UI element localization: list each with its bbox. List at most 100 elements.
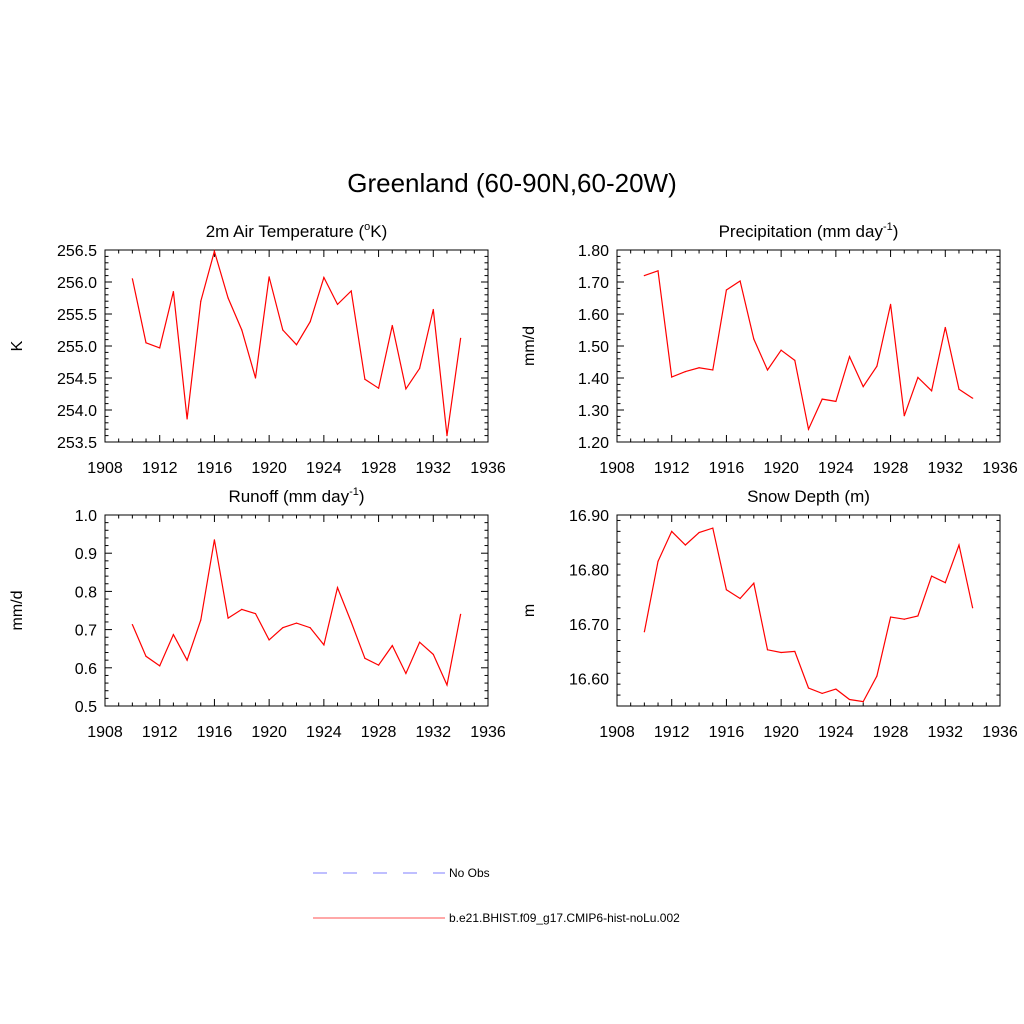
y-tick-label: 1.20: [578, 435, 609, 452]
data-point: [268, 276, 270, 278]
x-tick-label: 1908: [87, 460, 123, 477]
data-point: [657, 560, 659, 562]
x-tick-label: 1916: [709, 460, 745, 477]
data-point: [972, 607, 974, 609]
x-tick-label: 1920: [763, 460, 799, 477]
data-point: [309, 627, 311, 629]
data-point: [227, 617, 229, 619]
chart-panel-2: 1908 1912 1916 1920 1924 1928 1932 1936 1.20 1.30…: [521, 221, 1018, 477]
data-point: [350, 290, 352, 292]
y-tick-label: 1.30: [578, 403, 609, 420]
y-tick-label: 0.5: [75, 699, 97, 716]
data-point: [794, 359, 796, 361]
x-tick-label: 1912: [654, 724, 690, 741]
data-point: [848, 698, 851, 701]
data-point: [446, 684, 448, 686]
x-tick-label: 1928: [873, 460, 909, 477]
data-point: [876, 365, 878, 367]
plot-frame: [616, 249, 1001, 443]
data-point: [903, 618, 905, 620]
data-point: [862, 701, 864, 703]
x-tick-label: 1928: [873, 724, 909, 741]
series-line: [131, 249, 462, 436]
data-point: [213, 539, 216, 541]
data-point: [944, 326, 946, 329]
data-point: [419, 641, 421, 643]
data-point: [145, 655, 147, 657]
data-point: [419, 367, 421, 369]
y-tick-label: 255.5: [57, 307, 97, 324]
series-line: [643, 527, 974, 703]
data-point: [364, 378, 366, 380]
data-point: [377, 664, 380, 666]
y-tick-label: 0.9: [75, 546, 97, 563]
data-point: [460, 337, 462, 339]
panel-title: Precipitation (mm day-1): [719, 221, 899, 241]
x-tick-label: 1920: [763, 724, 799, 741]
data-point: [186, 659, 188, 661]
data-point: [712, 369, 714, 371]
data-point: [835, 400, 837, 402]
data-point: [241, 329, 243, 331]
data-point: [835, 688, 837, 690]
chart-panel-3: 1908 1912 1916 1920 1924 1928 1932 1936 0.5 0.6 0.…: [9, 486, 506, 741]
x-tick-label: 1928: [361, 724, 397, 741]
data-point: [671, 376, 673, 378]
legend: No Obs b.e21.BHIST.f09_g17.CMIP6-hist-no…: [313, 866, 680, 925]
data-point: [460, 613, 462, 615]
panel-title-tail: ): [893, 222, 899, 241]
data-point: [766, 649, 769, 651]
series-line: [644, 269, 973, 432]
data-point: [931, 390, 933, 392]
y-tick-label: 1.70: [578, 275, 609, 292]
plot-frame: [104, 249, 489, 443]
x-tick-label: 1932: [927, 724, 963, 741]
data-point: [739, 280, 741, 282]
plot-frame: [104, 514, 489, 707]
y-tick-label: 16.80: [569, 563, 609, 580]
y-tick-label: 16.90: [569, 508, 609, 525]
x-tick-label: 1920: [251, 460, 287, 477]
panel-title: Snow Depth (m): [747, 487, 870, 506]
data-point: [876, 675, 878, 677]
panel-title-tail: ): [359, 487, 365, 506]
data-point: [753, 582, 755, 584]
y-tick-label: 0.7: [75, 623, 97, 640]
y-tick-label: 0.8: [75, 584, 97, 601]
x-tick-label: 1936: [470, 460, 506, 477]
panel-title-main: 2m Air Temperature (: [206, 222, 365, 241]
x-tick-label: 1924: [818, 460, 854, 477]
data-point: [295, 622, 298, 624]
x-tick-label: 1916: [709, 724, 745, 741]
data-point: [200, 619, 202, 621]
data-point: [684, 371, 686, 373]
data-point: [725, 589, 728, 591]
legend-obs-label: No Obs: [449, 866, 490, 880]
data-point: [931, 575, 933, 577]
data-point: [958, 544, 960, 546]
data-point: [712, 527, 714, 529]
x-tick-label: 1912: [142, 724, 178, 741]
x-tick-label: 1932: [927, 460, 963, 477]
data-point: [172, 633, 174, 636]
data-point: [405, 388, 407, 390]
data-point: [282, 627, 284, 629]
y-tick-label: 1.40: [578, 371, 609, 388]
data-point: [698, 367, 700, 369]
data-point: [336, 586, 339, 589]
data-point: [254, 612, 257, 615]
chart-panel-4: 1908 1912 1916 1920 1924 1928 1932 1936 16.60 16.…: [521, 487, 1018, 741]
data-point: [903, 415, 905, 417]
panel-title-main: Precipitation (mm day: [719, 222, 884, 241]
panel-title-tail: K): [370, 222, 387, 241]
x-tick-label: 1908: [599, 724, 635, 741]
panel-title-superscript: -1: [349, 486, 359, 498]
data-point: [323, 276, 325, 279]
data-point: [391, 324, 393, 327]
y-tick-label: 1.0: [75, 508, 97, 525]
data-point: [364, 657, 366, 659]
data-point: [780, 651, 782, 654]
data-point: [794, 650, 796, 653]
data-point: [821, 398, 823, 400]
